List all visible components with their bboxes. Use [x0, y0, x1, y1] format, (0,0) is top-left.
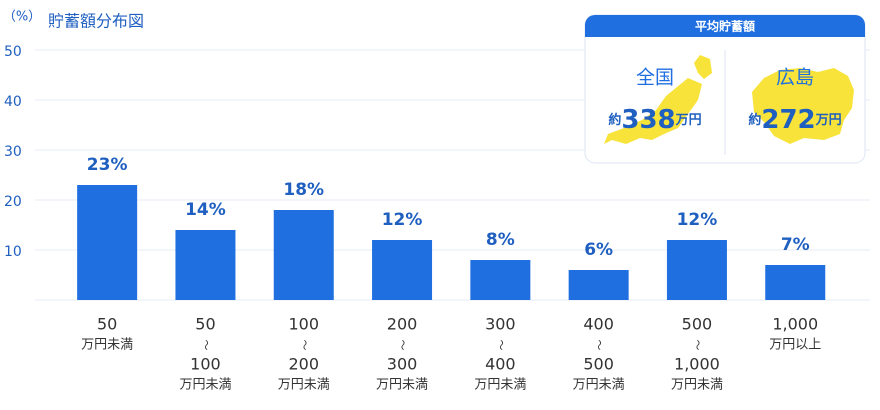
summary-unit: 万円: [675, 113, 702, 128]
x-tick-label: 万円以上: [769, 338, 821, 353]
value-label: 12%: [382, 210, 423, 230]
hiroshima-map: [752, 68, 854, 144]
x-tick-label: 1,000: [772, 315, 818, 334]
summary-header: [585, 15, 865, 37]
x-tick-label: 300: [387, 355, 418, 374]
value-label: 23%: [87, 155, 128, 175]
x-tick-label: 〜: [691, 340, 704, 351]
x-tick-label: 万円未満: [474, 378, 526, 393]
summary-value: 338: [621, 105, 675, 135]
x-tick-label: 万円未満: [81, 338, 133, 353]
bar: [666, 240, 727, 300]
x-tick-label: 400: [583, 315, 614, 334]
y-unit-label: （%）: [3, 10, 41, 25]
value-label: 8%: [486, 230, 515, 250]
bar: [470, 260, 531, 300]
x-tick-label: 万円未満: [376, 378, 428, 393]
chart-title: 貯蓄額分布図: [48, 12, 144, 31]
x-tick-label: 〜: [593, 340, 606, 351]
bar: [77, 185, 138, 300]
y-tick-label: 50: [4, 44, 22, 60]
summary-unit: 万円: [815, 113, 842, 128]
y-tick-label: 10: [4, 244, 22, 260]
x-tick-label: 〜: [494, 340, 507, 351]
bar: [372, 240, 433, 300]
bar: [175, 230, 236, 300]
x-tick-label: 万円未満: [278, 378, 330, 393]
summary-prefix: 約: [748, 112, 761, 128]
summary-label: 全国: [636, 67, 674, 89]
summary-label: 広島: [776, 67, 814, 89]
value-label: 12%: [677, 210, 718, 230]
value-label: 18%: [283, 180, 324, 200]
y-tick-label: 20: [4, 194, 22, 210]
bar: [568, 270, 629, 300]
x-tick-label: 500: [682, 315, 713, 334]
x-tick-label: 200: [387, 315, 418, 334]
x-tick-label: 万円未満: [179, 378, 231, 393]
x-tick-label: 〜: [199, 340, 212, 351]
summary-box: 平均貯蓄額: [584, 14, 866, 164]
x-tick-label: 〜: [298, 340, 311, 351]
x-tick-label: 200: [288, 355, 319, 374]
value-label: 14%: [185, 200, 226, 220]
x-tick-label: 50: [97, 315, 117, 334]
x-tick-label: 万円未満: [671, 378, 723, 393]
bar: [765, 265, 826, 300]
summary-amount: 約272万円: [748, 105, 841, 135]
x-tick-label: 100: [288, 315, 319, 334]
x-tick-label: 400: [485, 355, 516, 374]
x-tick-label: 300: [485, 315, 516, 334]
x-tick-label: 〜: [396, 340, 409, 351]
summary-prefix: 約: [608, 112, 621, 128]
bar: [273, 210, 334, 300]
y-tick-label: 30: [4, 144, 22, 160]
summary-amount: 約338万円: [608, 105, 701, 135]
x-tick-label: 50: [195, 315, 215, 334]
value-label: 6%: [584, 240, 613, 260]
value-label: 7%: [781, 235, 810, 255]
x-tick-label: 万円未満: [573, 378, 625, 393]
japan-map: [604, 55, 712, 144]
summary-value: 272: [761, 105, 815, 135]
y-tick-label: 40: [4, 94, 22, 110]
x-tick-label: 1,000: [674, 355, 720, 374]
x-tick-label: 500: [583, 355, 614, 374]
summary-title: 平均貯蓄額: [695, 19, 755, 34]
x-tick-label: 100: [190, 355, 221, 374]
